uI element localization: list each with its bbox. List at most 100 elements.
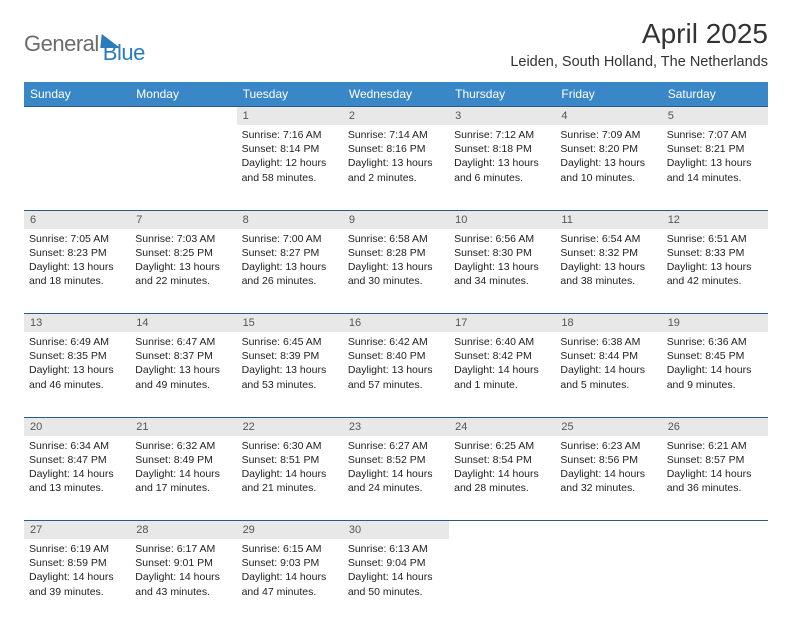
day-number: 8 — [237, 211, 343, 229]
daylight-text: Daylight: 13 hours and 49 minutes. — [135, 363, 231, 391]
sunrise-text: Sunrise: 6:45 AM — [242, 335, 338, 349]
sunrise-text: Sunrise: 7:14 AM — [348, 128, 444, 142]
day-content: Sunrise: 7:07 AMSunset: 8:21 PMDaylight:… — [662, 125, 768, 191]
daylight-text: Daylight: 13 hours and 34 minutes. — [454, 260, 550, 288]
sunrise-text: Sunrise: 6:27 AM — [348, 439, 444, 453]
sunrise-text: Sunrise: 6:51 AM — [667, 232, 763, 246]
sunset-text: Sunset: 8:16 PM — [348, 142, 444, 156]
sunset-text: Sunset: 9:01 PM — [135, 556, 231, 570]
week-daynum-row: 27282930 — [24, 521, 768, 540]
daylight-text: Daylight: 14 hours and 13 minutes. — [29, 467, 125, 495]
week-content-row: Sunrise: 6:49 AMSunset: 8:35 PMDaylight:… — [24, 332, 768, 417]
header: General Blue April 2025 Leiden, South Ho… — [24, 18, 768, 70]
day-number: 24 — [449, 418, 555, 436]
sunrise-text: Sunrise: 6:56 AM — [454, 232, 550, 246]
sunrise-text: Sunrise: 6:15 AM — [242, 542, 338, 556]
day-number: 7 — [130, 211, 236, 229]
daylight-text: Daylight: 13 hours and 2 minutes. — [348, 156, 444, 184]
daylight-text: Daylight: 14 hours and 47 minutes. — [242, 570, 338, 598]
sunset-text: Sunset: 9:03 PM — [242, 556, 338, 570]
day-content: Sunrise: 6:45 AMSunset: 8:39 PMDaylight:… — [237, 332, 343, 398]
sunrise-text: Sunrise: 7:09 AM — [560, 128, 656, 142]
day-content: Sunrise: 6:30 AMSunset: 8:51 PMDaylight:… — [237, 436, 343, 502]
sunrise-text: Sunrise: 7:00 AM — [242, 232, 338, 246]
sunrise-text: Sunrise: 6:30 AM — [242, 439, 338, 453]
sunrise-text: Sunrise: 6:25 AM — [454, 439, 550, 453]
day-number: 9 — [343, 211, 449, 229]
day-number: 21 — [130, 418, 236, 436]
daylight-text: Daylight: 13 hours and 18 minutes. — [29, 260, 125, 288]
day-number: 29 — [237, 521, 343, 539]
sunrise-text: Sunrise: 6:13 AM — [348, 542, 444, 556]
sunrise-text: Sunrise: 7:03 AM — [135, 232, 231, 246]
week-daynum-row: 13141516171819 — [24, 314, 768, 333]
day-content: Sunrise: 6:34 AMSunset: 8:47 PMDaylight:… — [24, 436, 130, 502]
day-header: Sunday — [24, 82, 130, 107]
day-content: Sunrise: 6:27 AMSunset: 8:52 PMDaylight:… — [343, 436, 449, 502]
day-content — [130, 125, 236, 134]
sunrise-text: Sunrise: 6:32 AM — [135, 439, 231, 453]
day-header: Saturday — [662, 82, 768, 107]
day-number — [662, 521, 768, 527]
day-header: Thursday — [449, 82, 555, 107]
day-content: Sunrise: 6:38 AMSunset: 8:44 PMDaylight:… — [555, 332, 661, 398]
sunset-text: Sunset: 8:40 PM — [348, 349, 444, 363]
day-number: 19 — [662, 314, 768, 332]
calendar-table: SundayMondayTuesdayWednesdayThursdayFrid… — [24, 82, 768, 624]
sunset-text: Sunset: 8:56 PM — [560, 453, 656, 467]
sunset-text: Sunset: 8:47 PM — [29, 453, 125, 467]
sunset-text: Sunset: 8:59 PM — [29, 556, 125, 570]
day-content — [662, 539, 768, 548]
sunset-text: Sunset: 8:20 PM — [560, 142, 656, 156]
day-number: 16 — [343, 314, 449, 332]
day-content — [449, 539, 555, 548]
logo: General Blue — [24, 22, 145, 66]
daylight-text: Daylight: 14 hours and 43 minutes. — [135, 570, 231, 598]
daylight-text: Daylight: 13 hours and 42 minutes. — [667, 260, 763, 288]
day-content: Sunrise: 6:42 AMSunset: 8:40 PMDaylight:… — [343, 332, 449, 398]
sunset-text: Sunset: 8:54 PM — [454, 453, 550, 467]
day-number — [555, 521, 661, 527]
day-content: Sunrise: 6:15 AMSunset: 9:03 PMDaylight:… — [237, 539, 343, 605]
sunrise-text: Sunrise: 6:19 AM — [29, 542, 125, 556]
day-number: 22 — [237, 418, 343, 436]
day-content: Sunrise: 7:14 AMSunset: 8:16 PMDaylight:… — [343, 125, 449, 191]
day-content: Sunrise: 7:03 AMSunset: 8:25 PMDaylight:… — [130, 229, 236, 295]
day-number: 15 — [237, 314, 343, 332]
daylight-text: Daylight: 14 hours and 39 minutes. — [29, 570, 125, 598]
daylight-text: Daylight: 13 hours and 22 minutes. — [135, 260, 231, 288]
sunrise-text: Sunrise: 6:23 AM — [560, 439, 656, 453]
sunrise-text: Sunrise: 7:05 AM — [29, 232, 125, 246]
sunrise-text: Sunrise: 6:17 AM — [135, 542, 231, 556]
week-content-row: Sunrise: 6:34 AMSunset: 8:47 PMDaylight:… — [24, 436, 768, 521]
sunset-text: Sunset: 8:57 PM — [667, 453, 763, 467]
daylight-text: Daylight: 14 hours and 28 minutes. — [454, 467, 550, 495]
week-daynum-row: 20212223242526 — [24, 417, 768, 436]
day-number: 11 — [555, 211, 661, 229]
sunrise-text: Sunrise: 6:38 AM — [560, 335, 656, 349]
day-number: 1 — [237, 107, 343, 125]
logo-text-general: General — [24, 31, 99, 57]
daylight-text: Daylight: 14 hours and 1 minute. — [454, 363, 550, 391]
day-number — [449, 521, 555, 527]
sunset-text: Sunset: 8:39 PM — [242, 349, 338, 363]
day-content: Sunrise: 6:56 AMSunset: 8:30 PMDaylight:… — [449, 229, 555, 295]
sunrise-text: Sunrise: 7:16 AM — [242, 128, 338, 142]
day-content: Sunrise: 6:40 AMSunset: 8:42 PMDaylight:… — [449, 332, 555, 398]
day-header: Tuesday — [237, 82, 343, 107]
day-number: 20 — [24, 418, 130, 436]
daylight-text: Daylight: 13 hours and 38 minutes. — [560, 260, 656, 288]
calendar-header-row: SundayMondayTuesdayWednesdayThursdayFrid… — [24, 82, 768, 107]
sunset-text: Sunset: 8:30 PM — [454, 246, 550, 260]
daylight-text: Daylight: 14 hours and 9 minutes. — [667, 363, 763, 391]
sunset-text: Sunset: 8:35 PM — [29, 349, 125, 363]
sunrise-text: Sunrise: 7:12 AM — [454, 128, 550, 142]
logo-triangle-icon — [100, 34, 121, 48]
sunset-text: Sunset: 8:52 PM — [348, 453, 444, 467]
week-content-row: Sunrise: 6:19 AMSunset: 8:59 PMDaylight:… — [24, 539, 768, 624]
day-content — [555, 539, 661, 548]
day-number: 5 — [662, 107, 768, 125]
day-content: Sunrise: 7:12 AMSunset: 8:18 PMDaylight:… — [449, 125, 555, 191]
day-number: 30 — [343, 521, 449, 539]
daylight-text: Daylight: 13 hours and 26 minutes. — [242, 260, 338, 288]
